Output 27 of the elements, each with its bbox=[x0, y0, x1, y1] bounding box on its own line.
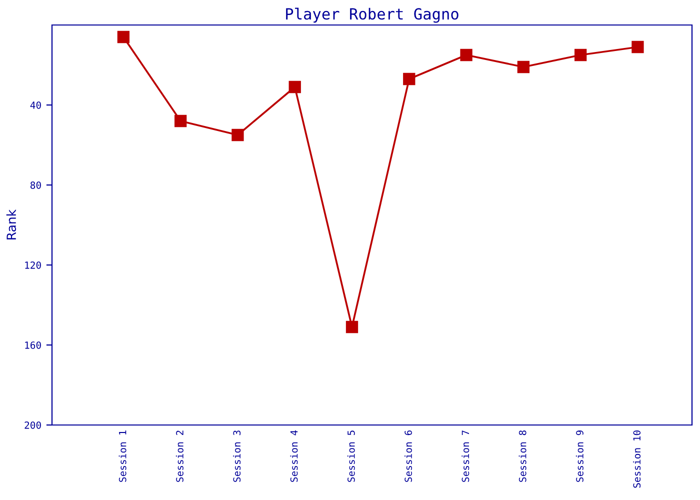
point bbox=[174, 114, 187, 128]
x-tick-label: Session 9 bbox=[576, 430, 584, 482]
point bbox=[346, 320, 358, 334]
x-tick-label: Session 1 bbox=[118, 430, 126, 482]
y-tick-label: 40 bbox=[30, 102, 41, 109]
point bbox=[288, 80, 301, 94]
y-tick-label: 80 bbox=[30, 182, 41, 189]
point bbox=[517, 60, 530, 74]
point bbox=[117, 30, 130, 44]
y-tick-label: 120 bbox=[25, 262, 41, 269]
point bbox=[460, 48, 472, 62]
y-tick-label: 200 bbox=[24, 422, 41, 429]
point bbox=[232, 128, 244, 142]
x-tick-label: Session 7 bbox=[462, 430, 470, 482]
chart-title: Player Robert Gagno bbox=[286, 8, 458, 23]
y-tick-label: 160 bbox=[25, 342, 41, 349]
y-axis-title: Rank bbox=[6, 209, 16, 240]
x-tick-label: Session 2 bbox=[176, 430, 184, 482]
x-tick-label: Session 4 bbox=[290, 430, 298, 482]
x-tick-label: Session 5 bbox=[347, 430, 355, 482]
x-tick-label: Session 3 bbox=[233, 430, 241, 482]
x-tick-label: Session 6 bbox=[404, 430, 412, 482]
x-tick-label: Session 8 bbox=[518, 430, 526, 482]
point bbox=[574, 48, 587, 62]
point bbox=[632, 40, 644, 54]
x-tick-label: Session 10 bbox=[633, 430, 641, 488]
point bbox=[403, 72, 416, 86]
